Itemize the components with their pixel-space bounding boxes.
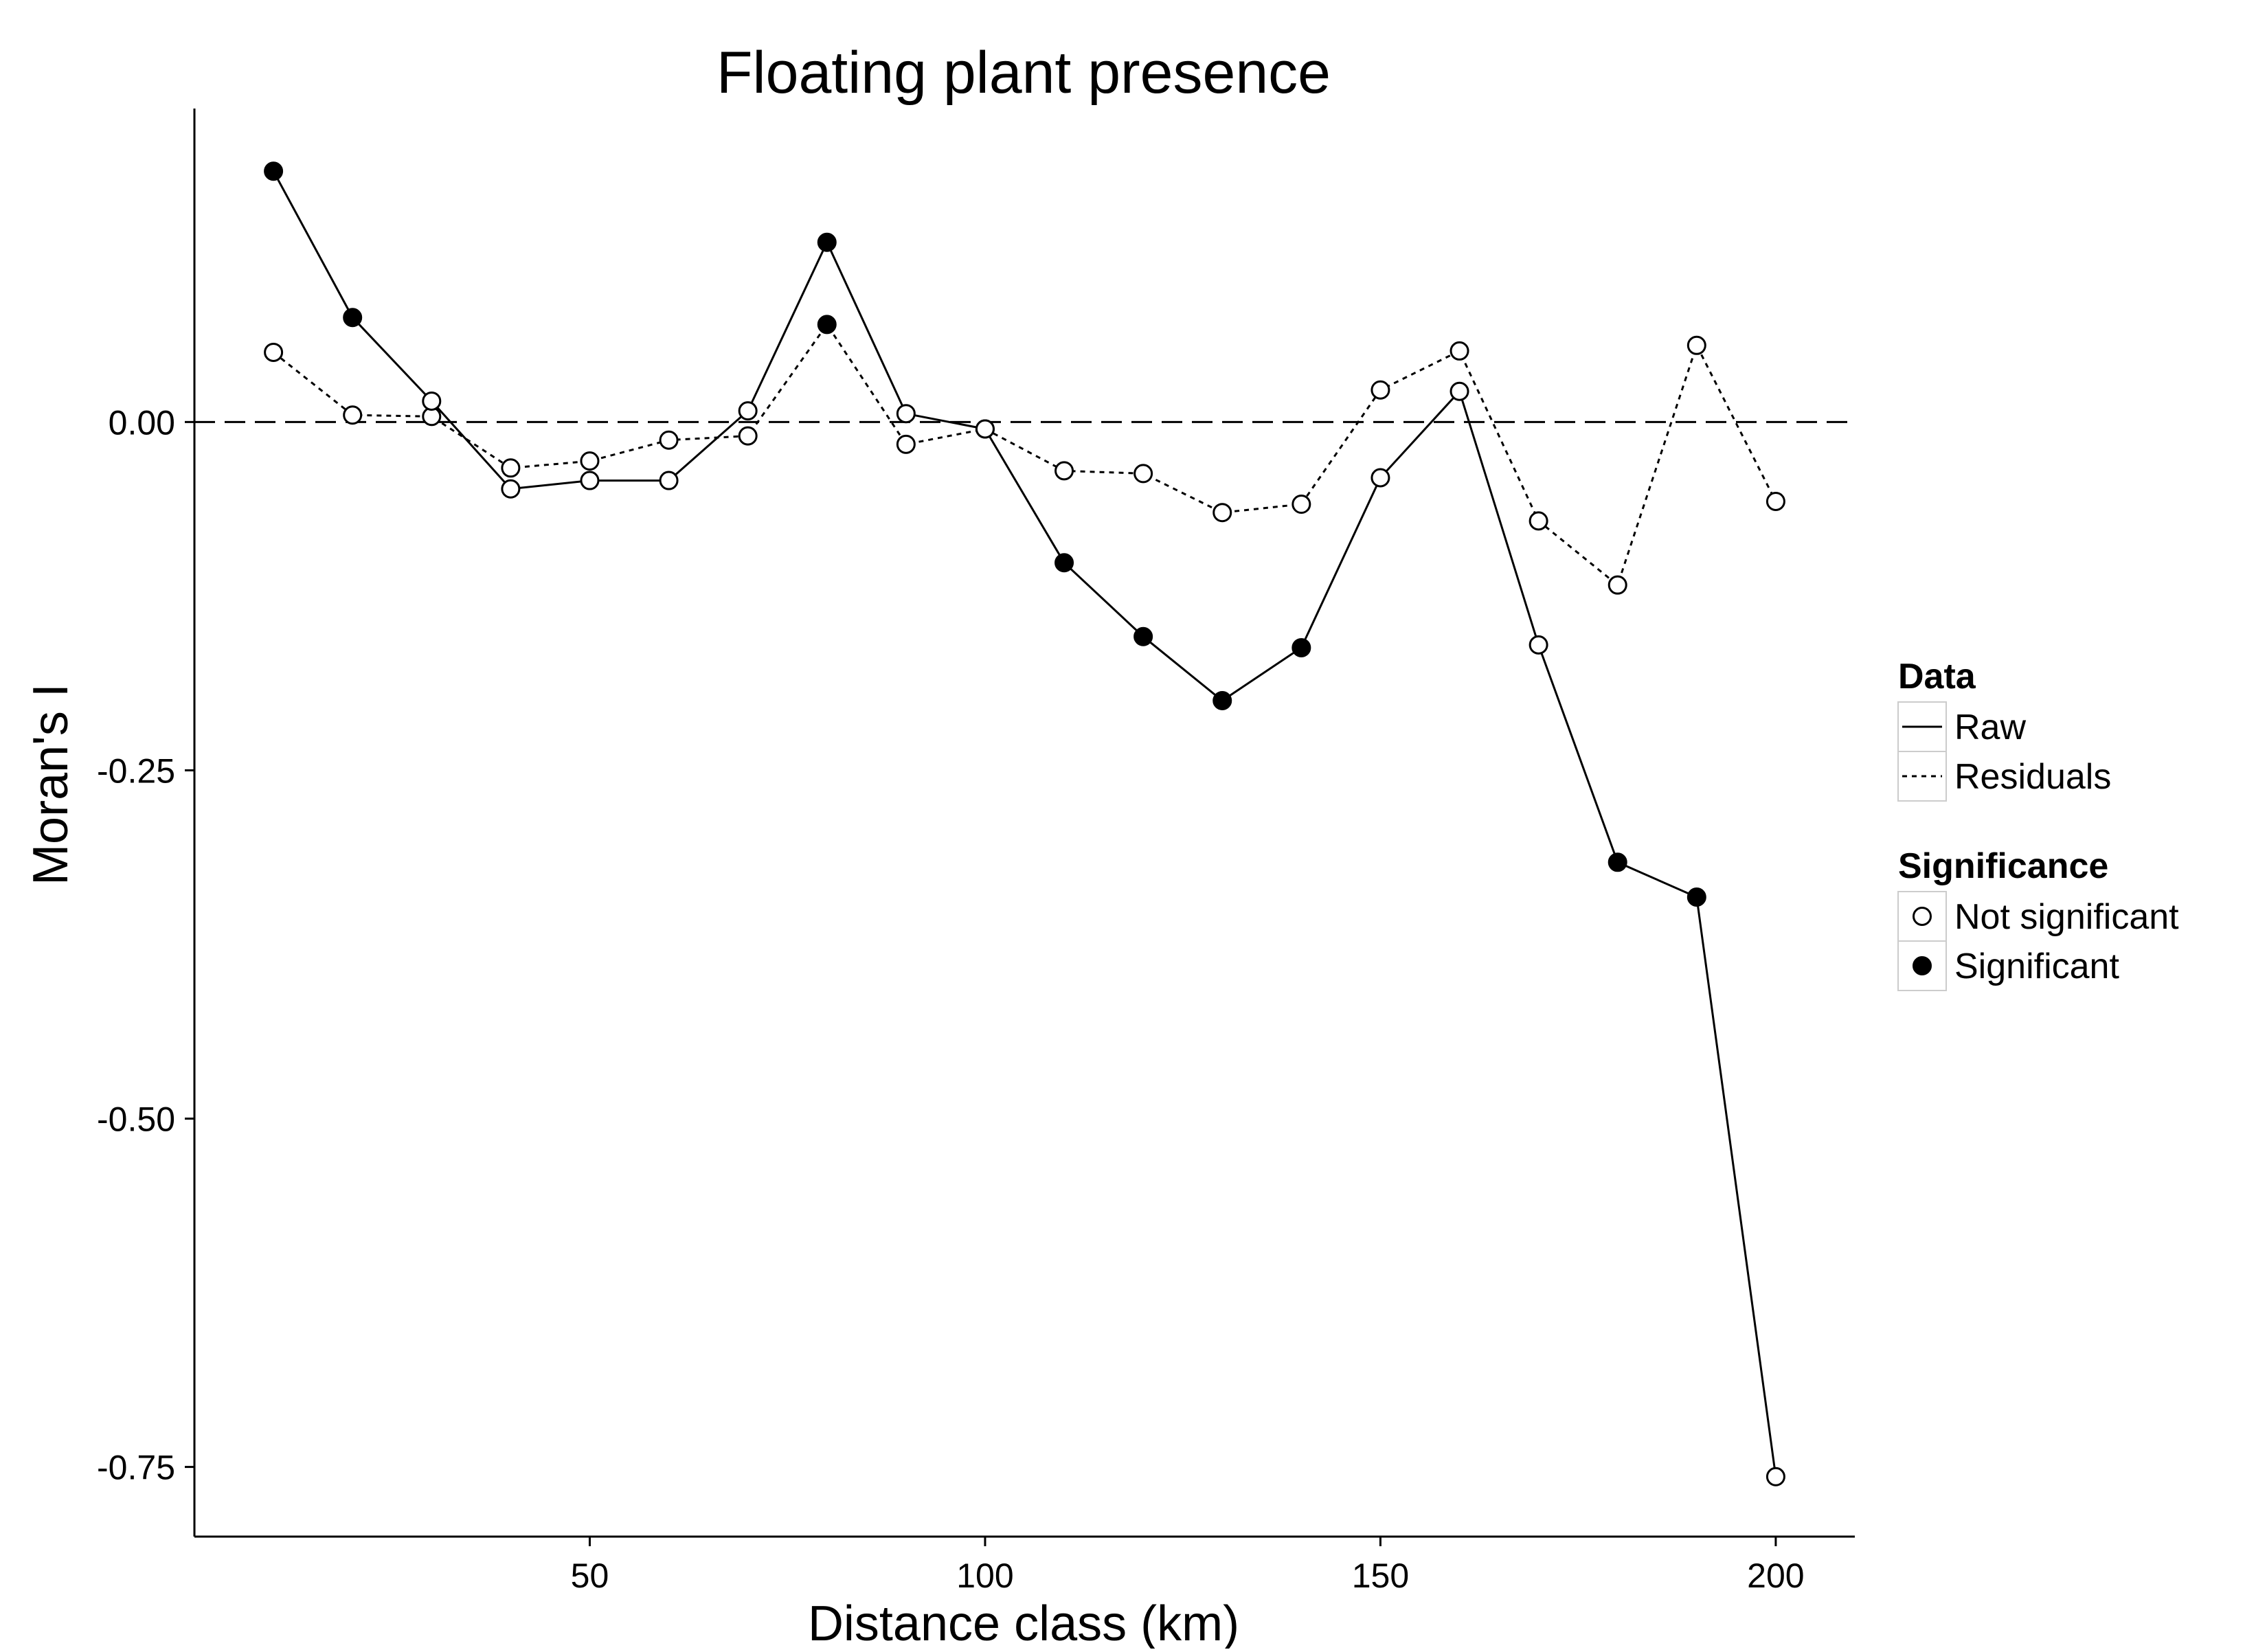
point-residuals-not-significant bbox=[1529, 511, 1548, 531]
point-residuals-not-significant bbox=[1371, 380, 1390, 400]
point-residuals-not-significant bbox=[1134, 464, 1153, 484]
point-raw-significant bbox=[1134, 626, 1153, 646]
point-raw-not-significant bbox=[896, 404, 916, 424]
point-residuals-not-significant bbox=[343, 405, 363, 425]
point-residuals-not-significant bbox=[1213, 503, 1232, 523]
legend-label-significant: Significant bbox=[1954, 947, 2119, 986]
y-axis-label: Moran's I bbox=[23, 683, 78, 885]
series-line-residuals bbox=[273, 322, 1777, 587]
point-raw-not-significant bbox=[422, 391, 442, 411]
chart-title: Floating plant presence bbox=[717, 40, 1331, 106]
point-residuals-not-significant bbox=[1450, 341, 1469, 361]
point-raw-significant bbox=[1608, 852, 1627, 872]
point-raw-not-significant bbox=[738, 401, 758, 421]
x-tick-label: 100 bbox=[956, 1557, 1013, 1595]
point-raw-significant bbox=[1687, 887, 1706, 907]
point-raw-significant bbox=[817, 232, 837, 252]
y-tick-label: -0.25 bbox=[97, 751, 175, 790]
legend-key-point-not-significant bbox=[1913, 907, 1932, 926]
point-residuals-not-significant bbox=[1292, 495, 1311, 514]
legend-label-residuals: Residuals bbox=[1954, 757, 2111, 797]
point-raw-significant bbox=[264, 161, 284, 181]
legend-key-point-significant bbox=[1913, 956, 1932, 975]
y-tick-label: -0.50 bbox=[97, 1100, 175, 1139]
legend: Data Raw Residuals Significance Not signific… bbox=[1897, 657, 2179, 991]
legend-label-raw: Raw bbox=[1954, 708, 2026, 747]
point-raw-not-significant bbox=[1371, 468, 1390, 488]
x-tick-label: 50 bbox=[571, 1557, 609, 1595]
point-raw-significant bbox=[1213, 691, 1232, 711]
point-raw-not-significant bbox=[1529, 635, 1548, 655]
point-residuals-not-significant bbox=[738, 426, 758, 446]
point-raw-not-significant bbox=[501, 479, 521, 499]
point-raw-significant bbox=[1054, 553, 1074, 573]
point-raw-not-significant bbox=[580, 471, 600, 490]
point-raw-not-significant bbox=[975, 419, 995, 439]
legend-title-data: Data bbox=[1898, 657, 1976, 697]
point-residuals-significant bbox=[817, 315, 837, 335]
point-raw-not-significant bbox=[1766, 1467, 1785, 1486]
point-residuals-not-significant bbox=[264, 342, 284, 362]
y-tick-label: 0.00 bbox=[109, 403, 175, 442]
point-residuals-not-significant bbox=[1608, 575, 1627, 595]
point-raw-significant bbox=[1292, 637, 1311, 657]
point-residuals-not-significant bbox=[501, 458, 521, 478]
series-line-raw bbox=[272, 170, 1777, 1478]
x-tick-label: 200 bbox=[1747, 1557, 1804, 1595]
point-raw-not-significant bbox=[1450, 381, 1469, 401]
point-residuals-not-significant bbox=[1054, 461, 1074, 481]
x-axis-label: Distance class (km) bbox=[808, 1596, 1239, 1649]
y-tick-label: -0.75 bbox=[97, 1449, 175, 1487]
point-residuals-not-significant bbox=[1766, 491, 1785, 511]
x-tick-label: 150 bbox=[1352, 1557, 1409, 1595]
point-raw-significant bbox=[343, 308, 363, 328]
point-residuals-not-significant bbox=[1687, 335, 1706, 355]
plot-area: 50 100 150 200 0.00 -0.25 -0.50 -0.75 bbox=[97, 109, 1855, 1595]
legend-label-not-significant: Not significant bbox=[1954, 897, 2179, 937]
point-residuals-not-significant bbox=[896, 434, 916, 454]
point-raw-not-significant bbox=[659, 471, 679, 490]
legend-title-significance: Significance bbox=[1898, 846, 2108, 886]
point-residuals-not-significant bbox=[659, 430, 679, 450]
point-residuals-not-significant bbox=[580, 451, 600, 471]
